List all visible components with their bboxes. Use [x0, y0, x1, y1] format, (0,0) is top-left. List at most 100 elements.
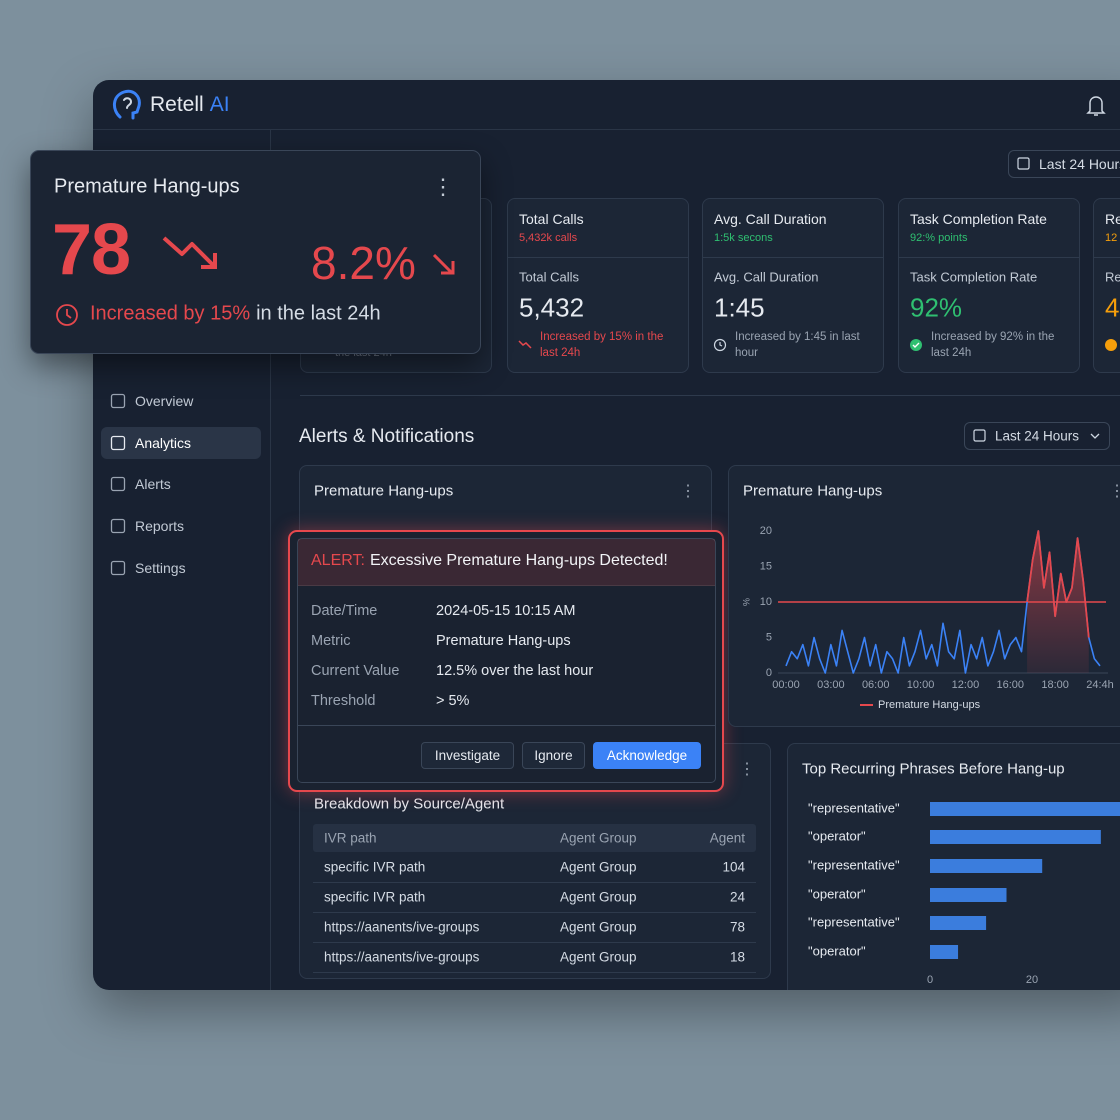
- kpi-title: Re: [1105, 211, 1120, 227]
- nav-glyph: [110, 393, 126, 409]
- check-bg: [910, 339, 922, 351]
- bell-icon: [1086, 96, 1106, 116]
- warn: [1105, 339, 1117, 351]
- nav-item[interactable]: Overview: [135, 393, 194, 409]
- table-cell: 78: [729, 919, 745, 935]
- table-cell: https://aanents/ive-groups: [324, 949, 480, 965]
- kpi-subtitle: 92:% points: [910, 232, 968, 244]
- nav-icon: [110, 476, 126, 492]
- app-window: Retell AI Overview Analytics Alerts Reports Se…: [93, 80, 1120, 990]
- kpi-change: Increased by 92% in the last 24h: [931, 331, 1055, 359]
- action-button[interactable]: Ignore: [522, 742, 585, 769]
- nav-glyph: [110, 435, 126, 451]
- date-range-label: Last 24 Hours: [1039, 156, 1120, 172]
- clock-hand: [719, 342, 723, 347]
- y-tick-label: 5: [766, 631, 772, 643]
- legend-label: Premature Hang-ups: [878, 699, 981, 711]
- kpi-label: Task Completion Rate: [910, 269, 1038, 285]
- table-cell: 104: [722, 859, 745, 875]
- bar: [930, 916, 987, 930]
- bar: [930, 888, 1007, 902]
- table-cell: specific IVR path: [324, 859, 426, 875]
- y-axis-label: %: [741, 598, 751, 606]
- x-tick-label: 18:00: [1041, 679, 1069, 691]
- change-suffix: in the last 24h: [256, 302, 381, 325]
- range-button[interactable]: [964, 422, 1110, 450]
- alert-divider: [298, 725, 715, 726]
- kebab: ⋮: [739, 761, 755, 778]
- alert-tag: ALERT:: [311, 552, 365, 569]
- kpi-status-icon: [910, 339, 922, 351]
- bar: [930, 945, 959, 959]
- section-title: Alerts & Notifications: [299, 426, 475, 447]
- table-cell: 24: [729, 889, 745, 905]
- alert-title: Excessive Premature Hang-ups Detected!: [369, 552, 668, 569]
- logo-icon: [113, 89, 141, 120]
- x-tick-label: 10:00: [907, 679, 935, 691]
- alert-field-label: Metric: [311, 633, 351, 649]
- y-tick-label: 20: [760, 525, 772, 537]
- alert-field-value: > 5%: [436, 693, 470, 709]
- table-header: Agent: [709, 830, 745, 846]
- alert-segment: [1026, 530, 1090, 638]
- nav-icon: [110, 560, 126, 576]
- bar-label: "representative": [808, 914, 900, 929]
- change-text: Increased by 15%: [90, 302, 251, 325]
- bar-label: "operator": [808, 828, 866, 843]
- alert-header-bg: [298, 539, 715, 586]
- app-content: Retell AI Overview Analytics Alerts Reports Se…: [93, 80, 1120, 990]
- table-header-bg: [313, 824, 756, 852]
- range-icons: [973, 429, 1100, 442]
- action-button[interactable]: Investigate: [421, 742, 514, 769]
- chart-panel: [728, 465, 1120, 727]
- highlight-title: Premature Hang-ups: [54, 175, 240, 198]
- nav-glyph: [110, 560, 126, 576]
- x-tick-label: 00:00: [772, 679, 800, 691]
- kpi-subtitle: 1:5k secons: [714, 232, 773, 244]
- alert-field-label: Current Value: [311, 663, 400, 679]
- kpi-card: [507, 198, 689, 373]
- bar: [930, 859, 1043, 873]
- kpi-card: [898, 198, 1080, 373]
- table-cell: Agent Group: [560, 949, 637, 965]
- brand-name: Retell: [150, 93, 204, 116]
- kpi-subtitle: 5,432k calls: [519, 232, 578, 244]
- kpi-subtitle: 12: [1105, 232, 1118, 244]
- kpi-value: 1:45: [714, 292, 765, 323]
- nav-item[interactable]: Settings: [135, 560, 186, 576]
- kpi-divider: [898, 257, 1080, 258]
- action-button[interactable]: Acknowledge: [593, 742, 701, 769]
- logo-head: [113, 89, 141, 120]
- nav-item[interactable]: Reports: [135, 518, 185, 534]
- nav-icon: [110, 393, 126, 409]
- nav-icon: [110, 435, 126, 451]
- trend-icons: [162, 236, 455, 275]
- kpi-value: 92%: [910, 292, 963, 323]
- alert-field-label: Threshold: [311, 693, 376, 709]
- nav-item[interactable]: Analytics: [135, 435, 192, 451]
- table-cell: 18: [729, 949, 745, 965]
- nav-glyph: [110, 476, 126, 492]
- kpi-value: 4: [1105, 292, 1120, 323]
- bar-label: "operator": [808, 886, 866, 901]
- section-divider: [300, 395, 1120, 396]
- kpi-card: [702, 198, 884, 373]
- table-header: IVR path: [324, 830, 377, 846]
- kpi-change: Increased by 1:45 in last hour: [735, 331, 860, 359]
- chart-title: Premature Hang-ups: [743, 482, 883, 500]
- cal: [1017, 157, 1030, 170]
- kpi-title: Avg. Call Duration: [714, 211, 827, 227]
- brand-accent: AI: [209, 93, 230, 116]
- alert-field-value: Premature Hang-ups: [436, 633, 571, 649]
- table-title: Breakdown by Source/Agent: [314, 795, 505, 813]
- kpi-label: Avg. Call Duration: [714, 269, 819, 285]
- kpi-divider: [1093, 257, 1120, 258]
- bar-label: "operator": [808, 943, 866, 958]
- nav-item[interactable]: Alerts: [135, 476, 171, 492]
- date-range-button[interactable]: [1008, 150, 1120, 178]
- table-cell: Agent Group: [560, 859, 637, 875]
- chevron: [1090, 433, 1100, 439]
- brand: Retell AI: [150, 93, 230, 117]
- cal: [973, 429, 986, 442]
